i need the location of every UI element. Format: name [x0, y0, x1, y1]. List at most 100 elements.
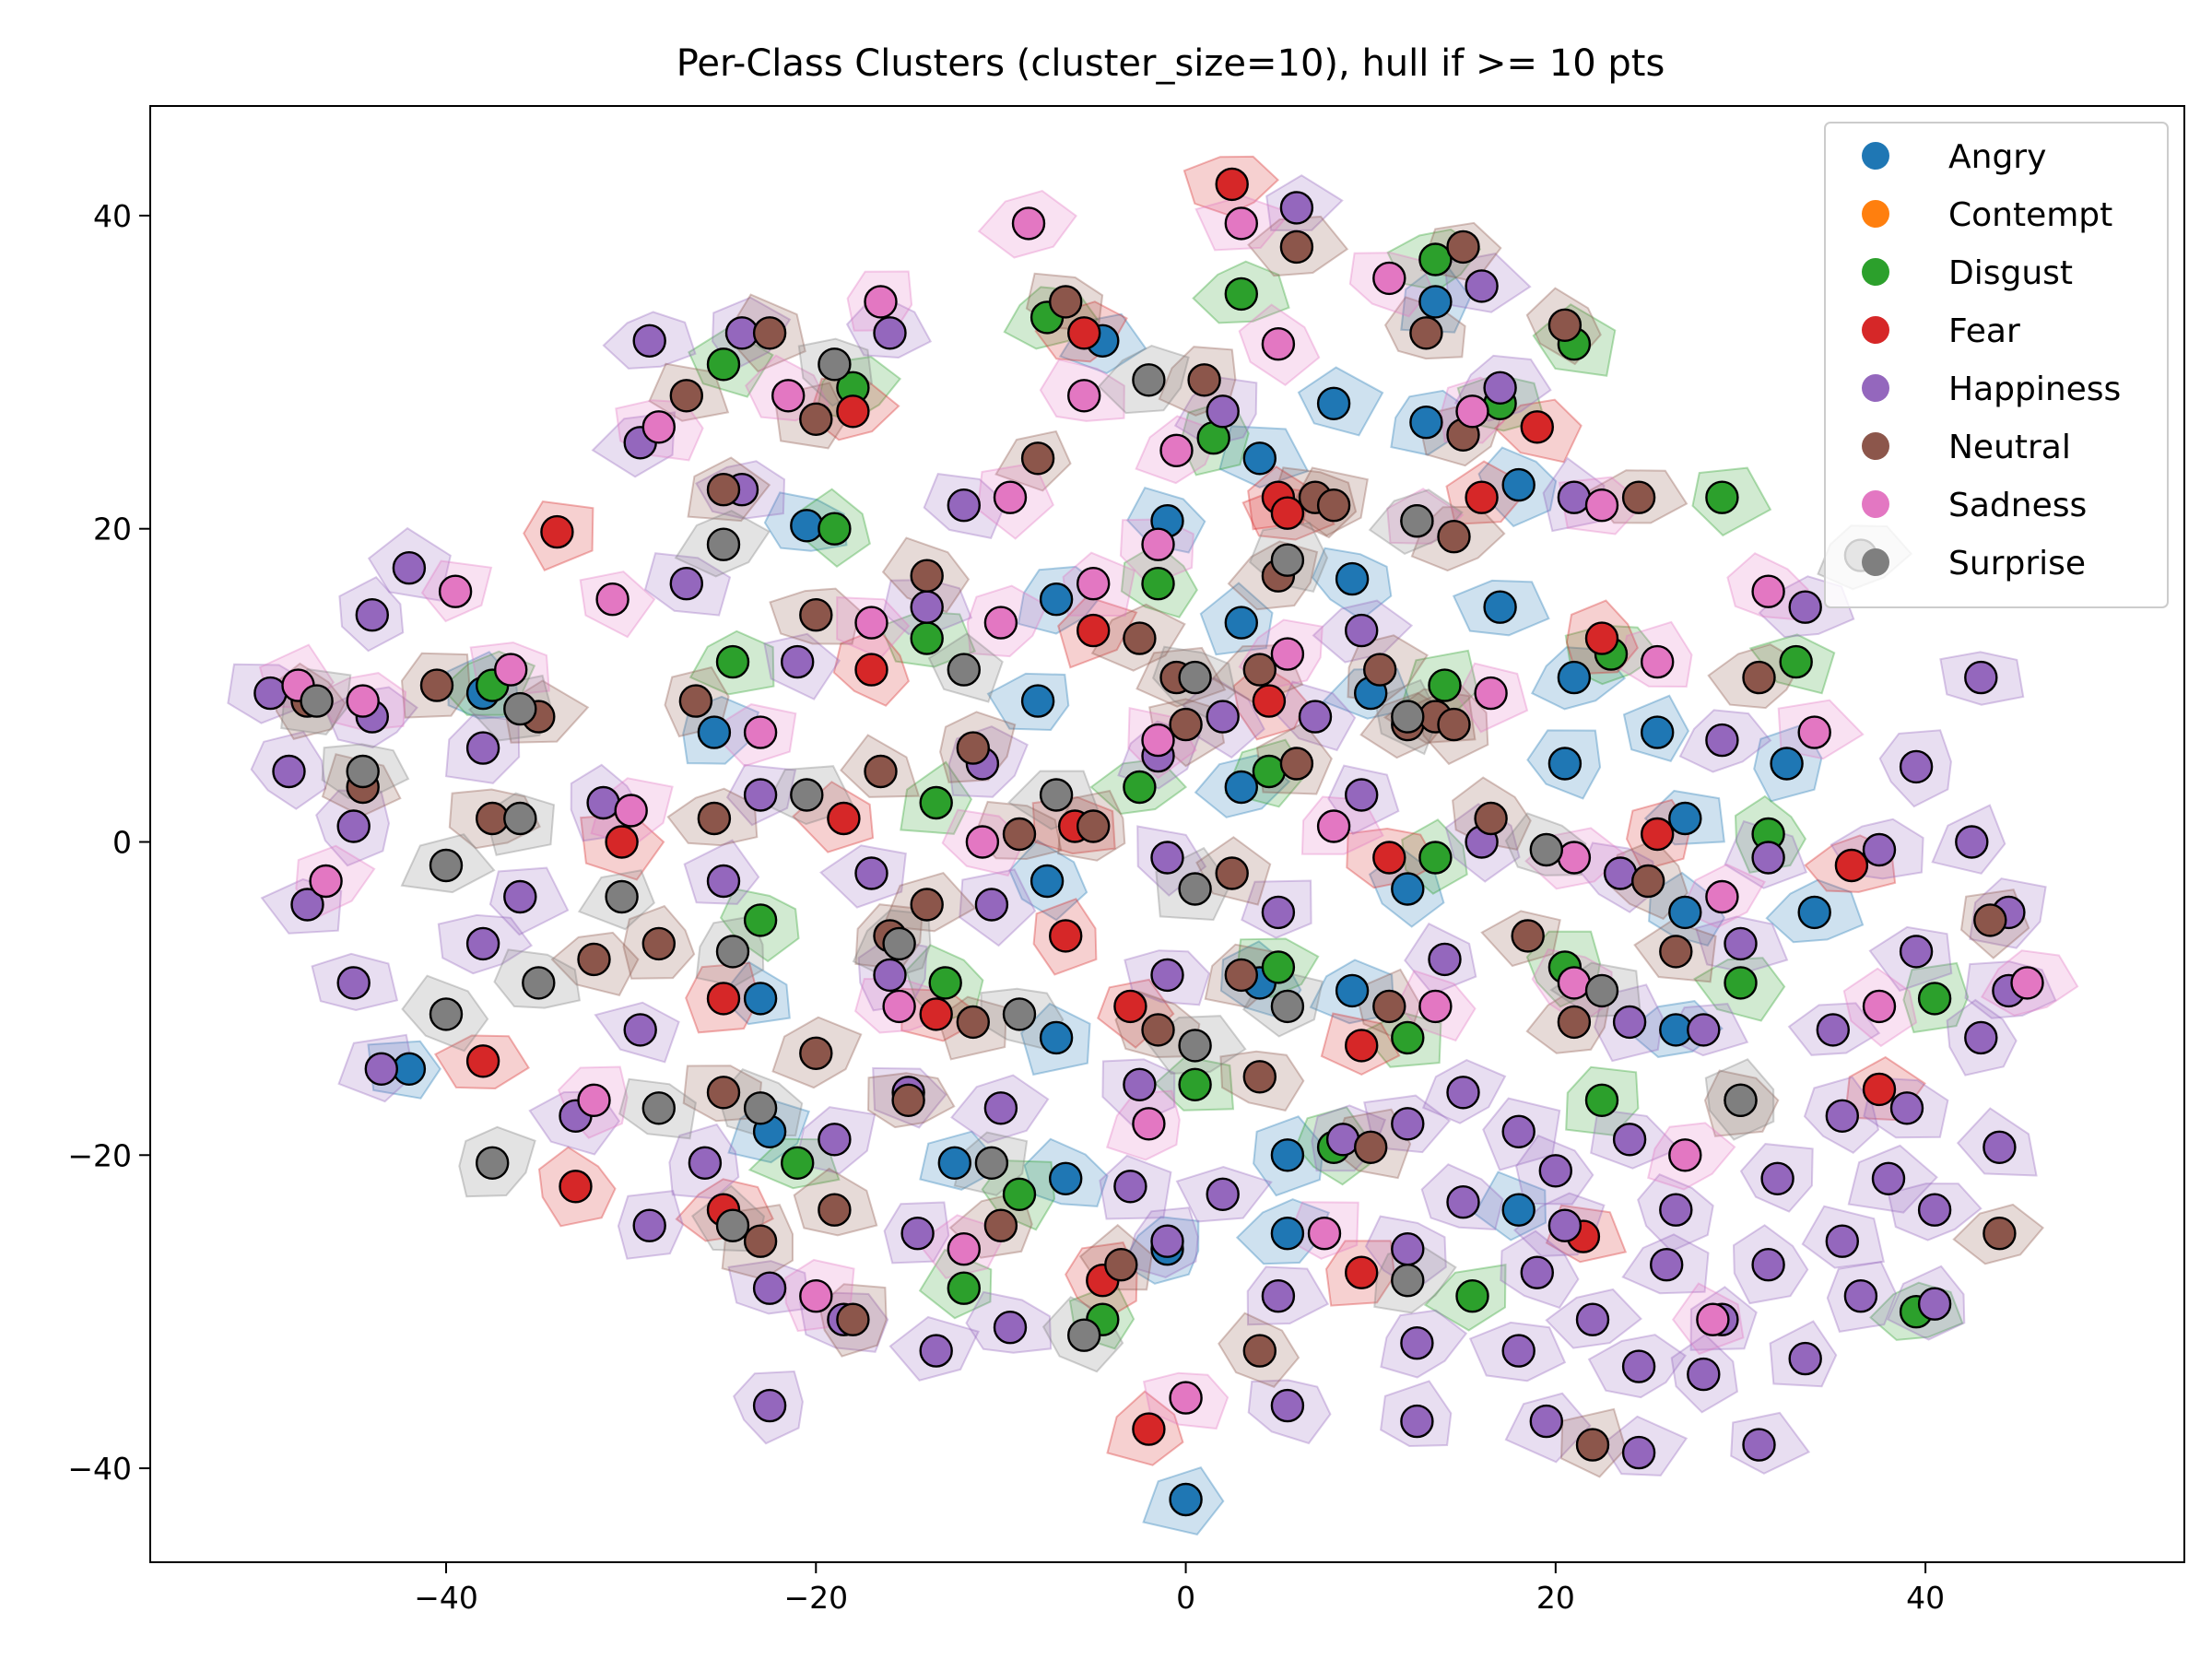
point-neutral	[818, 1193, 852, 1227]
point-neutral	[1002, 817, 1037, 852]
point-fear	[1252, 684, 1287, 718]
point-disgust	[1917, 982, 1952, 1016]
point-happiness	[1917, 1193, 1952, 1227]
point-disgust	[1428, 668, 1462, 702]
point-disgust	[1252, 754, 1287, 789]
point-sadness	[771, 379, 806, 413]
point-neutral	[1409, 316, 1443, 350]
point-neutral	[910, 559, 944, 593]
point-happiness	[355, 598, 389, 632]
point-angry	[1483, 590, 1517, 624]
point-sadness	[1066, 379, 1101, 413]
point-happiness	[1760, 1161, 1794, 1196]
point-happiness	[752, 1271, 787, 1305]
point-surprise	[1066, 1318, 1101, 1352]
point-sadness	[1307, 1216, 1342, 1251]
point-sadness	[1224, 206, 1259, 241]
point-happiness	[1899, 935, 1934, 969]
point-happiness	[632, 324, 666, 358]
point-neutral	[1242, 1060, 1277, 1094]
point-happiness	[1261, 1278, 1296, 1313]
point-neutral	[1372, 989, 1406, 1024]
point-disgust	[1584, 1083, 1619, 1118]
legend-label-neutral: Neutral	[1948, 429, 2071, 466]
point-sadness	[799, 1278, 833, 1313]
point-fear	[827, 801, 861, 836]
point-neutral	[891, 1083, 925, 1118]
point-neutral	[836, 1302, 870, 1336]
point-angry	[1242, 441, 1277, 476]
point-fear	[1076, 613, 1111, 648]
point-disgust	[1418, 242, 1453, 276]
point-sadness	[1169, 1381, 1203, 1415]
point-fear	[836, 394, 870, 429]
point-angry	[1020, 684, 1055, 718]
point-angry	[1169, 1482, 1203, 1517]
point-neutral	[956, 1005, 991, 1040]
point-happiness	[1391, 1107, 1425, 1141]
point-happiness	[1751, 1247, 1785, 1282]
point-neutral	[799, 1036, 833, 1071]
point-happiness	[364, 1052, 398, 1087]
point-sadness	[1705, 879, 1739, 914]
legend: Angry Contempt Disgust Fear Happiness Neutral…	[1824, 122, 2169, 608]
point-angry	[1668, 801, 1702, 836]
point-neutral	[706, 1076, 741, 1110]
point-happiness	[1113, 1170, 1147, 1204]
point-happiness	[919, 1334, 953, 1368]
point-fear	[706, 982, 741, 1016]
point-fear	[1344, 1029, 1379, 1063]
point-disgust	[706, 347, 741, 382]
point-surprise	[1132, 363, 1166, 397]
point-surprise	[1270, 989, 1305, 1024]
legend-marker-sadness	[1862, 490, 1889, 518]
point-happiness	[1344, 778, 1379, 812]
point-happiness	[1816, 1013, 1851, 1047]
point-happiness	[1206, 1177, 1240, 1212]
point-happiness	[1150, 1224, 1184, 1258]
point-disgust	[1391, 1020, 1425, 1055]
point-happiness	[1446, 1076, 1480, 1110]
point-happiness	[854, 856, 888, 890]
point-happiness	[1825, 1224, 1860, 1258]
point-angry	[1547, 747, 1583, 781]
point-sadness	[1797, 715, 1831, 749]
point-happiness	[290, 888, 324, 922]
axes-frame	[149, 105, 2185, 1563]
point-happiness	[743, 778, 778, 812]
point-surprise	[1584, 973, 1619, 1008]
point-surprise	[503, 801, 537, 836]
point-neutral	[1224, 958, 1259, 993]
point-sadness	[1557, 841, 1592, 875]
point-surprise	[706, 527, 741, 561]
point-sadness	[641, 410, 676, 444]
point-neutral	[1020, 441, 1055, 476]
y-tick-label: −40	[67, 1451, 132, 1487]
point-surprise	[1039, 778, 1074, 812]
point-happiness	[1400, 1325, 1434, 1360]
point-angry	[1409, 406, 1443, 440]
point-surprise	[605, 879, 639, 914]
point-disgust	[1141, 567, 1175, 601]
point-fear	[465, 1044, 500, 1078]
point-fear	[1372, 841, 1406, 875]
point-happiness	[873, 316, 907, 350]
point-sadness	[993, 480, 1028, 514]
point-neutral	[1187, 363, 1221, 397]
point-angry	[1270, 1216, 1305, 1251]
point-neutral	[910, 888, 944, 922]
point-sadness	[1141, 723, 1175, 758]
point-happiness	[1529, 1404, 1564, 1439]
point-neutral	[1547, 308, 1583, 342]
point-surprise	[1270, 543, 1305, 577]
x-tick-label: 0	[1176, 1580, 1195, 1616]
point-surprise	[715, 1208, 750, 1242]
point-surprise	[1178, 872, 1212, 906]
point-sadness	[1261, 327, 1296, 361]
point-angry	[392, 1052, 427, 1087]
point-sadness	[1455, 394, 1489, 429]
point-fear	[1834, 848, 1869, 883]
legend-label-fear: Fear	[1948, 312, 2020, 350]
point-sadness	[595, 582, 629, 617]
point-happiness	[1955, 825, 1989, 859]
